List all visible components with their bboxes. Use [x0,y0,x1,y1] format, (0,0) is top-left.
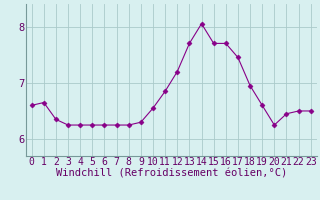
X-axis label: Windchill (Refroidissement éolien,°C): Windchill (Refroidissement éolien,°C) [56,169,287,179]
